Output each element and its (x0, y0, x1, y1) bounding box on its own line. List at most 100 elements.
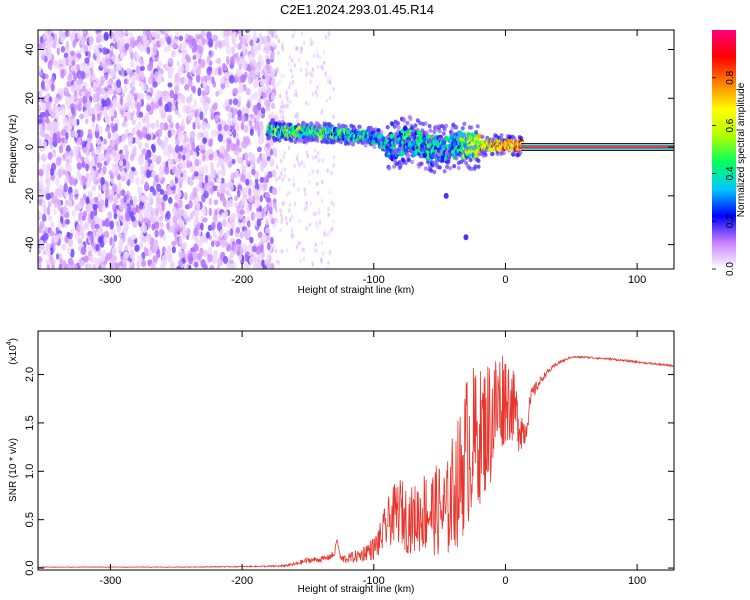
noise-cell (77, 237, 83, 245)
noise-cell (258, 88, 262, 97)
noise-cell (204, 174, 209, 184)
noise-cell (250, 93, 255, 101)
noise-cell (246, 171, 251, 181)
noise-cell (94, 49, 101, 57)
signal-halo-cell (396, 121, 400, 126)
noise-cell (237, 30, 243, 34)
noise-cell (100, 140, 105, 149)
noise-cell (294, 89, 298, 94)
noise-cell (79, 61, 85, 70)
noise-cell (328, 95, 332, 101)
noise-cell (316, 169, 319, 174)
noise-cell (245, 159, 250, 166)
signal-halo-cell (428, 128, 433, 133)
noise-cell (249, 128, 254, 136)
noise-cell (156, 94, 160, 100)
signal-cell (427, 138, 433, 144)
noise-cell (206, 31, 212, 41)
noise-cell (287, 145, 291, 150)
noise-cell (80, 246, 87, 255)
noise-cell (313, 53, 316, 58)
noise-cell (115, 220, 120, 227)
noise-cell (251, 155, 256, 165)
noise-cell (93, 196, 99, 203)
noise-cell (55, 253, 60, 260)
noise-cell (253, 61, 258, 69)
heatmap-cells (38, 30, 674, 269)
noise-cell (192, 151, 197, 160)
noise-cell (318, 55, 321, 60)
noise-cell (265, 63, 271, 71)
signal-halo-cell (454, 125, 459, 130)
noise-cell (82, 95, 88, 104)
noise-cell (38, 260, 42, 269)
noise-cell (259, 176, 264, 184)
noise-cell (126, 67, 132, 74)
noise-cell (177, 199, 183, 209)
noise-cell (242, 136, 247, 145)
noise-cell (100, 87, 106, 96)
noise-cell (180, 94, 186, 103)
noise-cell (274, 217, 277, 222)
noise-cell (191, 142, 196, 151)
noise-cell (43, 205, 47, 214)
noise-cell (127, 205, 132, 214)
noise-cell (111, 246, 118, 255)
noise-cell (299, 240, 302, 246)
noise-cell (281, 104, 284, 110)
noise-cell (185, 105, 191, 115)
noise-cell (150, 216, 155, 224)
noise-cell (96, 162, 103, 168)
noise-cell (332, 219, 335, 224)
noise-cell (203, 264, 208, 269)
noise-cell (46, 264, 51, 269)
noise-cell (289, 99, 292, 105)
noise-cell (226, 56, 230, 65)
noise-cell (152, 180, 158, 187)
noise-cell (152, 244, 158, 253)
noise-cell (323, 60, 326, 65)
noise-cell (44, 133, 50, 140)
noise-cell (292, 177, 295, 182)
signal-halo-cell (480, 134, 485, 139)
signal-halo-cell (402, 118, 407, 123)
noise-cell (60, 45, 66, 53)
noise-cell (59, 30, 64, 39)
noise-cell (110, 115, 115, 122)
signal-halo-cell (446, 158, 451, 164)
noise-cell (143, 208, 149, 219)
noise-cell (239, 209, 245, 215)
noise-cell (281, 47, 284, 52)
noise-cell (57, 189, 63, 198)
noise-cell (83, 146, 88, 154)
noise-cell (306, 150, 309, 155)
noise-cell (202, 137, 208, 144)
noise-cell (257, 130, 261, 138)
noise-cell (168, 114, 173, 121)
noise-cell (249, 236, 254, 244)
noise-cell (156, 183, 162, 193)
noise-cell (75, 64, 81, 71)
noise-cell (47, 152, 53, 160)
noise-cell (131, 119, 136, 125)
noise-cell (262, 78, 267, 85)
noise-cell (164, 30, 170, 34)
noise-cell (96, 113, 101, 122)
noise-cell (111, 68, 117, 78)
noise-cell (245, 87, 251, 96)
noise-cell (139, 240, 144, 250)
noise-cell (264, 147, 269, 153)
noise-cell (278, 186, 281, 191)
noise-cell (93, 153, 98, 163)
noise-cell (288, 208, 291, 213)
noise-cell (315, 93, 319, 98)
noise-cell (257, 231, 263, 239)
noise-cell (135, 204, 139, 213)
noise-cell (281, 167, 284, 172)
noise-cell (211, 76, 215, 84)
noise-cell (164, 136, 169, 142)
noise-cell (58, 145, 64, 154)
noise-cell (183, 211, 188, 219)
noise-cell (204, 150, 209, 158)
